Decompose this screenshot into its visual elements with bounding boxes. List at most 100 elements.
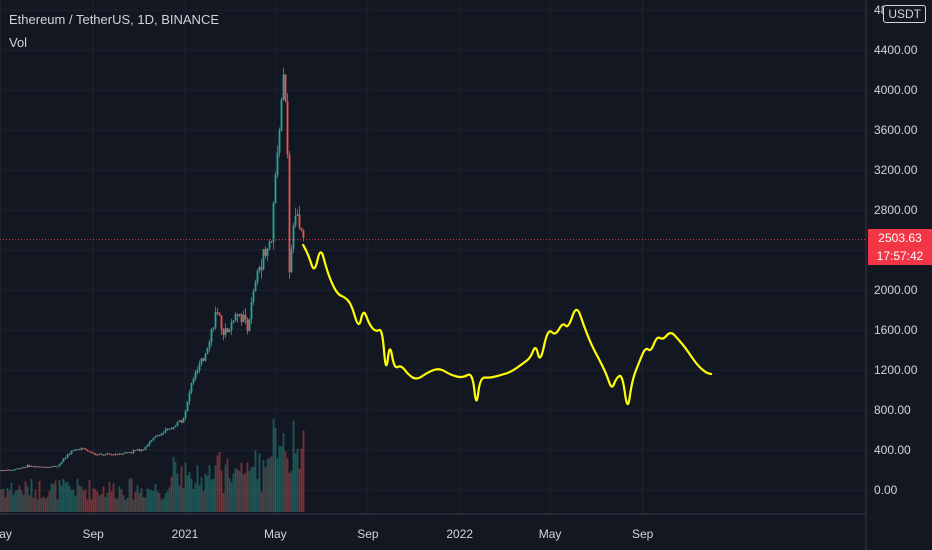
candle-body <box>260 267 263 270</box>
candle-body <box>206 347 209 355</box>
volume-bar <box>90 499 93 512</box>
volume-bar <box>224 464 227 512</box>
x-tick-label: Sep <box>357 527 379 541</box>
candle-body <box>294 215 297 226</box>
candle-body <box>38 466 41 468</box>
candle-body <box>174 425 177 428</box>
x-tick-label: Sep <box>82 527 104 541</box>
candle-body <box>248 319 251 331</box>
volume-bar <box>198 485 201 512</box>
candle-body <box>48 467 51 469</box>
volume-bar <box>292 420 295 512</box>
candle-body <box>154 436 157 438</box>
candle-body <box>16 468 19 470</box>
candle-body <box>40 466 43 468</box>
volume-bar <box>200 477 203 512</box>
volume-bar <box>232 473 235 512</box>
candle-body <box>18 468 21 470</box>
candle-body <box>50 466 53 468</box>
candle-body <box>266 248 269 256</box>
volume-bar <box>154 483 157 512</box>
volume-bar <box>256 478 259 512</box>
volume-bar <box>42 496 45 512</box>
volume-bar <box>202 491 205 512</box>
candle-body <box>82 447 85 449</box>
y-tick-label: 0.00 <box>874 483 898 497</box>
candle-body <box>202 358 205 361</box>
volume-bar <box>156 491 159 512</box>
volume-bar <box>0 489 3 512</box>
volume-bar <box>72 489 75 512</box>
volume-bar <box>40 498 43 512</box>
volume-bar <box>48 491 51 512</box>
volume-bar <box>82 490 85 512</box>
candle-body <box>188 392 191 402</box>
current-price-value: 2503.63 <box>878 231 922 245</box>
volume-bar <box>122 495 125 512</box>
volume-bar <box>230 482 233 512</box>
candle-body <box>254 281 257 292</box>
volume-bar <box>32 498 35 512</box>
current-price-tag: 2503.63 17:57:42 <box>868 229 932 265</box>
candle-body <box>60 461 63 464</box>
volume-bar <box>30 478 33 512</box>
candle-body <box>298 214 301 228</box>
candle-body <box>180 420 183 423</box>
candle-body <box>132 450 135 453</box>
volume-bar <box>298 468 301 512</box>
candle-body <box>146 444 149 447</box>
volume-bar <box>84 489 87 512</box>
volume-bar <box>244 473 247 512</box>
volume-bar <box>98 495 101 512</box>
candle-body <box>22 467 25 469</box>
candle-body <box>122 453 125 455</box>
candle-body <box>212 327 215 329</box>
volume-indicator-label[interactable]: Vol <box>9 35 28 50</box>
candle-body <box>194 372 197 379</box>
volume-bar <box>36 499 39 512</box>
candle-body <box>70 451 73 454</box>
volume-bar <box>86 499 89 512</box>
volume-bar <box>174 461 177 512</box>
candle-body <box>230 322 233 330</box>
volume-bar <box>58 480 61 512</box>
currency-badge[interactable]: USDT <box>883 5 926 23</box>
time-axis[interactable]: May Sep 2021 May Sep 2022 May Sep <box>0 527 654 541</box>
volume-bar <box>272 418 275 512</box>
candle-body <box>84 448 87 450</box>
candle-body <box>52 465 55 467</box>
candle-body <box>98 453 101 455</box>
candle-body <box>128 452 131 454</box>
candle-body <box>90 451 93 453</box>
volume-bar <box>184 462 187 512</box>
candle-body <box>220 315 223 330</box>
volume-bar <box>96 491 99 512</box>
candle-body <box>80 447 83 450</box>
candle-body <box>192 378 195 383</box>
grid-lines <box>0 0 866 514</box>
volume-bar <box>114 498 117 512</box>
volume-bar <box>226 458 229 512</box>
x-tick-label: May <box>264 527 287 541</box>
volume-bar <box>246 462 249 512</box>
x-tick-label: 2022 <box>446 527 473 541</box>
candle-body <box>44 466 47 468</box>
candle-body <box>138 449 141 452</box>
volume-bar <box>276 458 279 512</box>
yellow-projection-drawing[interactable] <box>302 243 713 406</box>
volume-bar <box>146 488 149 512</box>
volume-bar <box>158 492 161 512</box>
candle-body <box>142 449 145 451</box>
candle-body <box>2 470 5 472</box>
volume-bar <box>166 490 169 512</box>
volume-bar <box>102 486 105 512</box>
volume-bar <box>92 488 95 512</box>
candle-body <box>278 130 281 153</box>
volume-bar <box>248 471 251 512</box>
volume-bar <box>112 483 115 512</box>
volume-bar <box>18 485 21 512</box>
volume-bar <box>62 478 65 512</box>
volume-bar <box>160 499 163 512</box>
candle-body <box>114 454 117 456</box>
